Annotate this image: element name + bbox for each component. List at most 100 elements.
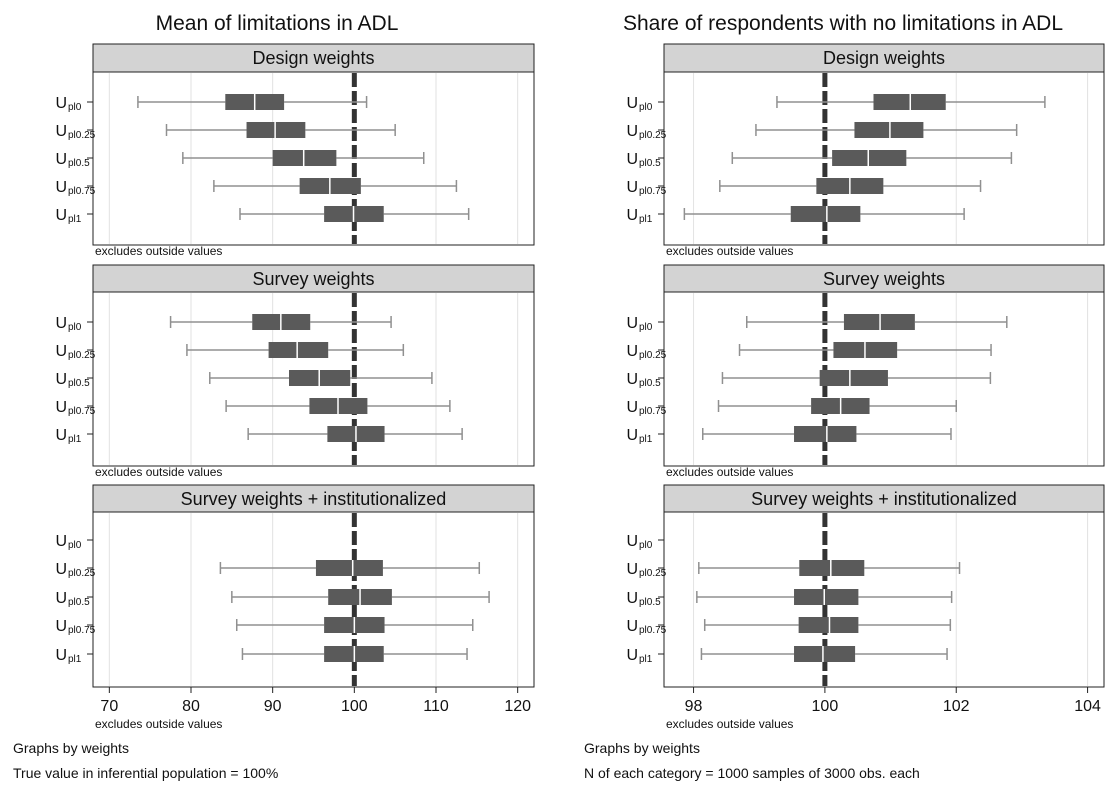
box-U_pl0.5 [231, 589, 490, 605]
category-label: U [55, 95, 67, 112]
footnote: True value in inferential population = 1… [13, 765, 278, 781]
x-tick-label: 80 [182, 698, 200, 715]
category-label-subscript: pl0.75 [68, 406, 96, 417]
interquartile-box [246, 122, 306, 138]
category-label: U [626, 343, 638, 360]
chart-title: Mean of limitations in ADL [156, 12, 399, 35]
box-U_pl0.5 [731, 150, 1013, 166]
box-U_pl0.25 [738, 342, 992, 358]
interquartile-box [819, 370, 888, 386]
box-U_pl0 [169, 314, 392, 330]
category-label-subscript: pl0.25 [68, 130, 96, 141]
x-tick-label: 90 [264, 698, 282, 715]
category-label-subscript: pl0.25 [639, 568, 667, 579]
panel-strip-label: Design weights [823, 48, 945, 68]
x-tick-label: 110 [423, 698, 449, 715]
interquartile-box [268, 342, 329, 358]
box-U_pl1 [683, 206, 965, 222]
category-label: U [626, 179, 638, 196]
category-label: U [55, 647, 67, 664]
panel-note: excludes outside values [95, 244, 222, 258]
category-label-subscript: pl1 [68, 654, 82, 665]
category-label-subscript: pl0.25 [68, 568, 96, 579]
category-label-subscript: pl0.75 [639, 406, 667, 417]
category-label: U [55, 371, 67, 388]
interquartile-box [794, 646, 856, 662]
panel-strip-label: Survey weights + institutionalized [181, 489, 447, 509]
category-label: U [626, 151, 638, 168]
box-U_pl1 [239, 206, 470, 222]
category-label: U [626, 590, 638, 607]
panel-strip-label: Design weights [252, 48, 374, 68]
interquartile-box [854, 122, 924, 138]
x-tick-label: 120 [504, 698, 531, 715]
panel-strip [92, 264, 535, 293]
chart-title: Share of respondents with no limitations… [623, 12, 1063, 35]
interquartile-box [832, 150, 907, 166]
category-label-subscript: pl0.25 [639, 350, 667, 361]
box-U_pl0.5 [182, 150, 425, 166]
category-label: U [55, 343, 67, 360]
category-label-subscript: pl0.75 [639, 186, 667, 197]
x-tick-label: 70 [100, 698, 118, 715]
panel-note: excludes outside values [95, 465, 222, 479]
chart-2: Share of respondents with no limitations… [584, 12, 1105, 781]
category-label-subscript: pl1 [68, 434, 82, 445]
category-label-subscript: pl1 [639, 214, 653, 225]
category-label-subscript: pl0 [68, 102, 82, 113]
category-label: U [55, 399, 67, 416]
category-label-subscript: pl1 [639, 654, 653, 665]
category-label: U [55, 427, 67, 444]
footnote: Graphs by weights [584, 740, 700, 756]
category-label: U [626, 427, 638, 444]
category-label-subscript: pl0 [68, 540, 82, 551]
interquartile-box [794, 589, 859, 605]
panel-note: excludes outside values [666, 244, 793, 258]
panel-strip [92, 43, 535, 73]
box-U_pl0.5 [721, 370, 992, 386]
x-tick-label: 98 [685, 698, 703, 715]
category-label: U [55, 207, 67, 224]
category-label: U [55, 123, 67, 140]
category-label: U [55, 151, 67, 168]
interquartile-box [272, 150, 337, 166]
panel-strip-label: Survey weights [823, 269, 945, 289]
x-tick-label: 104 [1074, 698, 1101, 715]
category-label-subscript: pl0.5 [639, 378, 661, 389]
category-label-subscript: pl0.5 [68, 158, 90, 169]
x-axis: 98 100 102 104 [685, 687, 1101, 715]
x-tick-label: 100 [341, 698, 368, 715]
panel-strip [663, 264, 1105, 293]
category-label: U [55, 590, 67, 607]
category-label-subscript: pl0.75 [68, 186, 96, 197]
box-U_pl0.5 [209, 370, 433, 386]
x-tick-label: 100 [812, 698, 839, 715]
interquartile-box [315, 560, 383, 576]
panel-strip-label: Survey weights [252, 269, 374, 289]
box-U_pl0 [745, 314, 1008, 330]
footnote: N of each category = 1000 samples of 300… [584, 765, 920, 781]
category-label-subscript: pl0.5 [68, 378, 90, 389]
category-label: U [55, 561, 67, 578]
category-label-subscript: pl0 [68, 322, 82, 333]
interquartile-box [794, 426, 857, 442]
box-U_pl0.75 [213, 178, 458, 194]
panel-strip [663, 484, 1105, 513]
category-label: U [626, 123, 638, 140]
category-label-subscript: pl0.25 [639, 130, 667, 141]
box-U_pl1 [241, 646, 468, 662]
panel-strip-label: Survey weights + institutionalized [751, 489, 1017, 509]
box-U_pl0.25 [698, 560, 961, 576]
category-label: U [626, 95, 638, 112]
panel-note: excludes outside values [666, 465, 793, 479]
category-label: U [626, 533, 638, 550]
box-U_pl0.75 [235, 617, 474, 633]
interquartile-box [799, 560, 865, 576]
category-label-subscript: pl0.75 [639, 625, 667, 636]
category-label: U [55, 179, 67, 196]
panel-note: excludes outside values [95, 717, 222, 731]
box-U_pl1 [700, 646, 948, 662]
